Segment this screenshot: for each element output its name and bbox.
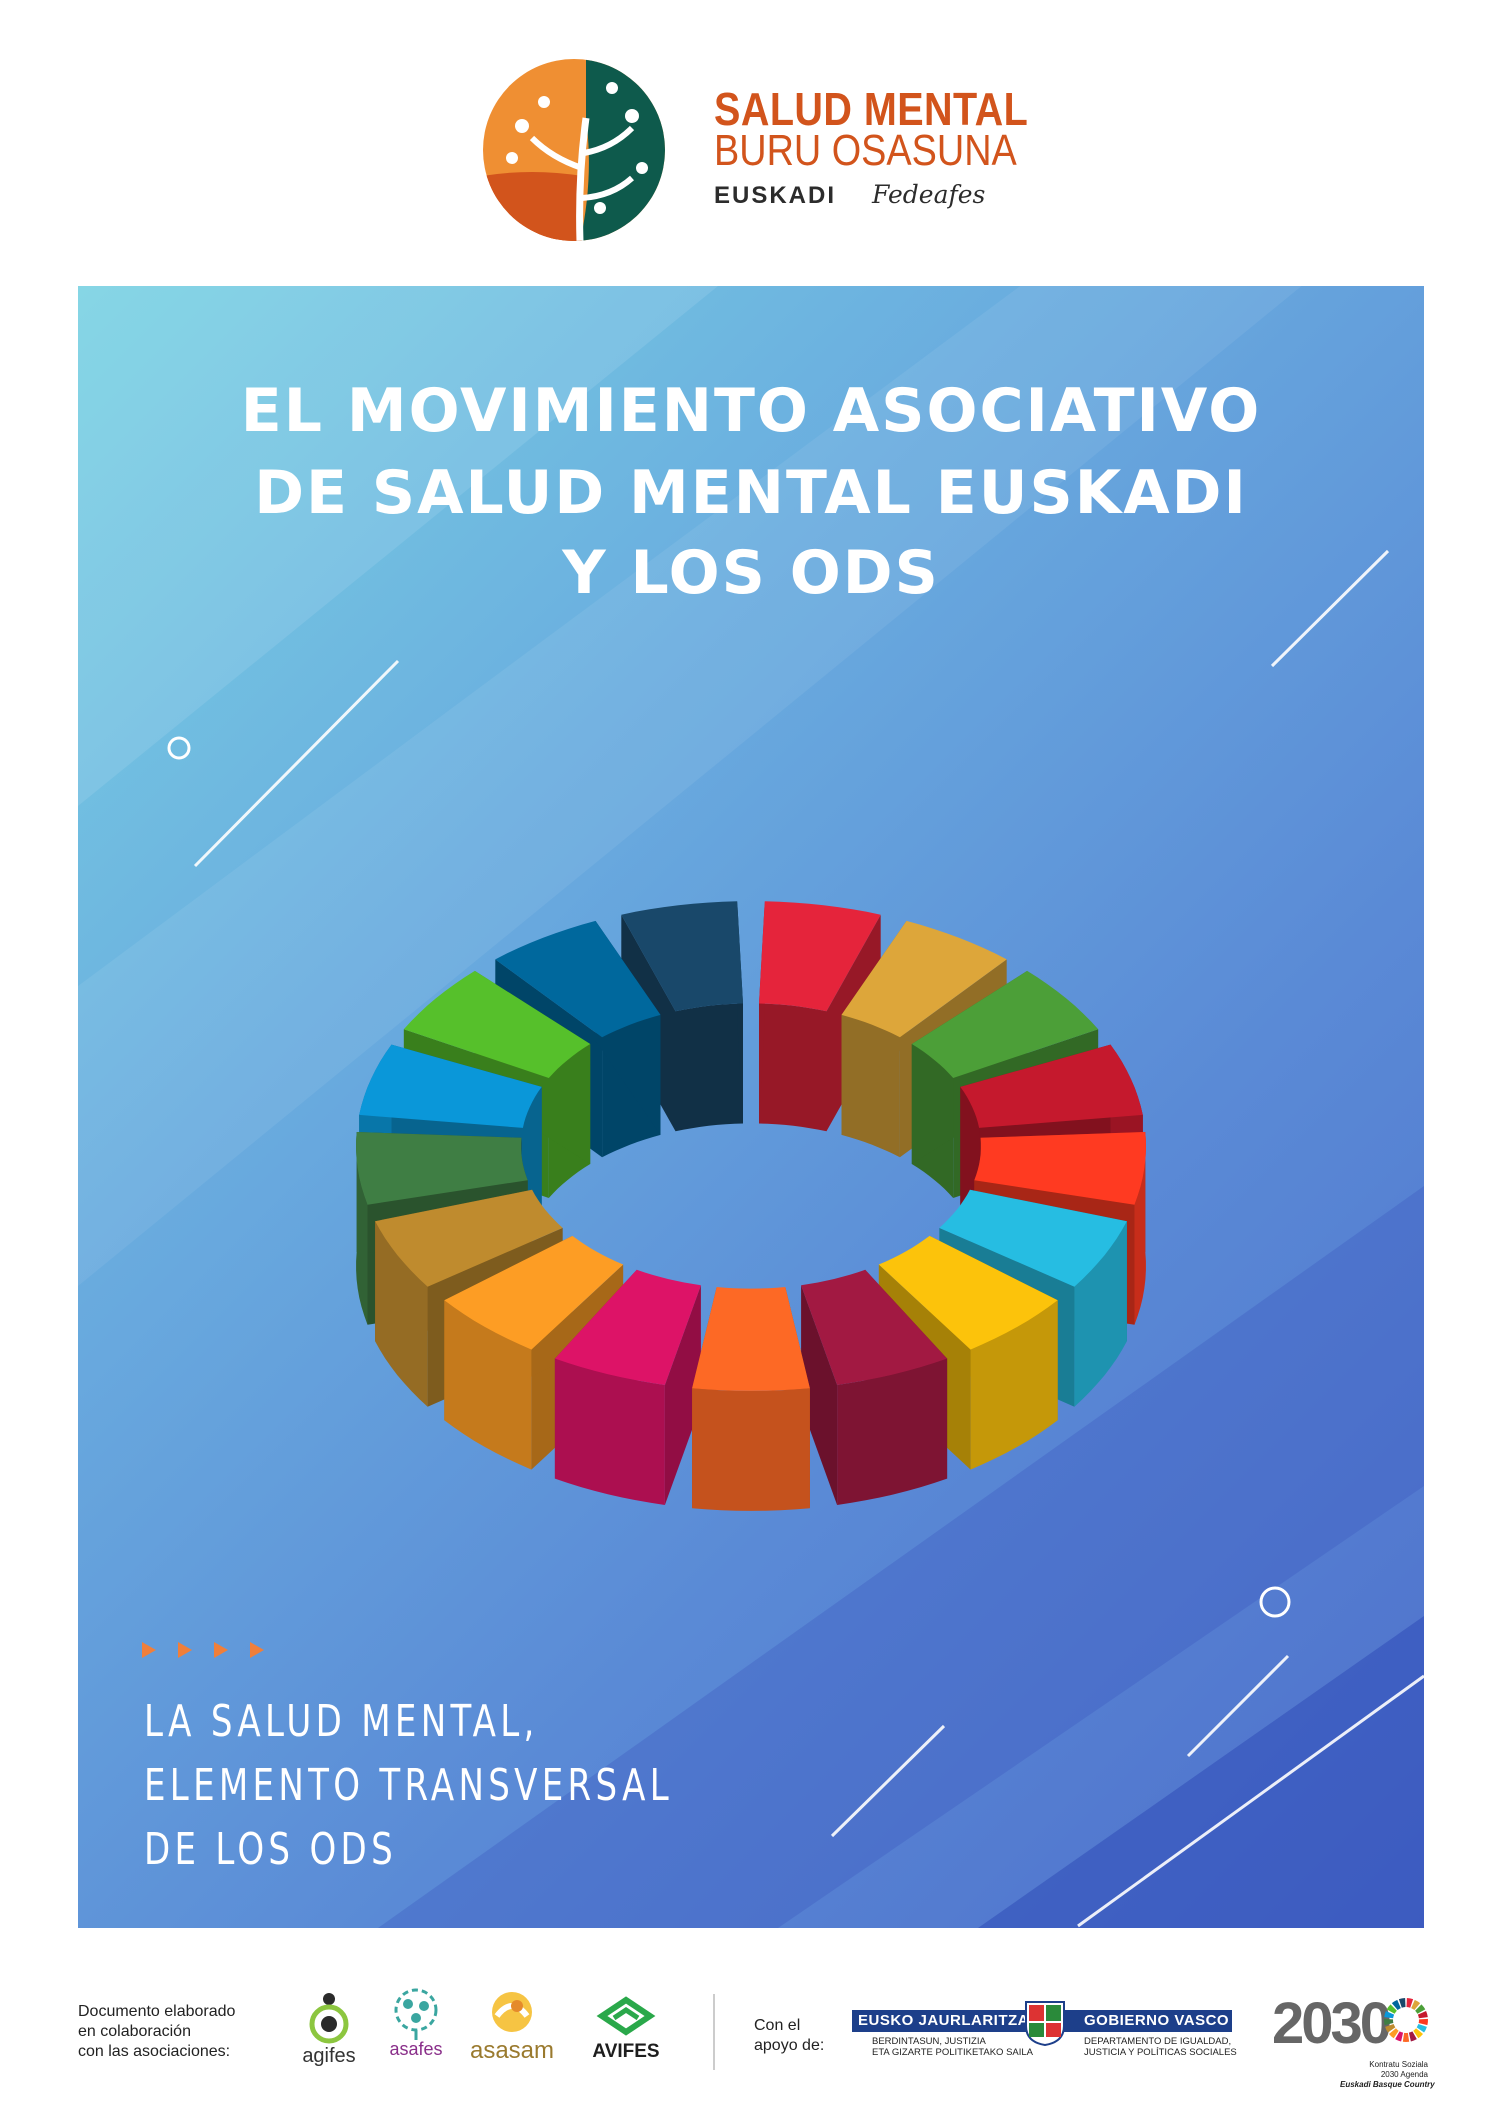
mini-ring-segment: [1385, 2024, 1396, 2033]
agenda-line2: 2030 Agenda: [1380, 2070, 1428, 2079]
mini-ring-segment: [1408, 2031, 1417, 2042]
agifes-icon: [309, 1993, 349, 2044]
mini-ring-segment: [1388, 2028, 1399, 2039]
decorative-arrows: [142, 1642, 286, 1663]
wheel-segment-outer-wall: [1074, 1221, 1127, 1407]
wheel-segment-top: [801, 1269, 948, 1385]
wheel-segment-inner-wall: [759, 1003, 827, 1132]
wheel-segment-top: [621, 901, 743, 1012]
wheel-segment-top: [939, 1189, 1127, 1287]
wheel-segment-outer-wall: [692, 1388, 810, 1511]
mini-ring-segment: [1384, 2010, 1395, 2019]
wheel-segment-outer-wall: [356, 1132, 368, 1325]
wheel-segment-outer-wall: [970, 1300, 1058, 1470]
wheel-segment-top: [403, 970, 591, 1078]
poster-panel: EL MOVIMIENTO ASOCIATIVO DE SALUD MENTAL…: [78, 286, 1424, 1928]
footer-separator: [713, 1994, 715, 2070]
mini-ring-segment: [1417, 2010, 1428, 2019]
asasam-logo: asasam: [466, 1990, 558, 2065]
collaboration-note: Documento elaborado en colaboración con …: [78, 2003, 236, 2060]
mini-ring-segment: [1418, 2018, 1428, 2026]
wheel-segment-top: [359, 1044, 542, 1128]
asafes-icon: [394, 1988, 438, 2040]
wheel-segment-top: [356, 1132, 528, 1205]
mini-ring-segment: [1415, 2004, 1426, 2014]
brand-region: EUSKADI: [714, 182, 837, 209]
arrow-icon: [142, 1642, 156, 1658]
mini-ring-segment: [1406, 1998, 1414, 2008]
avifes-icon: [596, 1996, 656, 2036]
wheel-segment-top: [759, 901, 881, 1012]
mini-ring-segment: [1391, 1999, 1401, 2011]
arrow-icon: [214, 1642, 228, 1658]
agenda-2030-sdg-ring-icon: [1384, 1998, 1428, 2042]
wheel-segment-top: [878, 1235, 1058, 1350]
asafes-logo: asafes: [380, 1984, 452, 2060]
wheel-segment-top: [960, 1044, 1143, 1128]
wheel-segment-top: [444, 1235, 624, 1350]
wheel-segment-outer-wall: [1134, 1132, 1146, 1325]
agenda-line1: Kontratu Soziala: [1369, 2060, 1428, 2069]
government-department-spanish: DEPARTAMENTO DE IGUALDAD, JUSTICIA Y POL…: [1084, 2036, 1237, 2058]
basque-coat-of-arms-icon: [1025, 2001, 1065, 2046]
arrow-icon: [250, 1642, 264, 1658]
wheel-segment-top: [974, 1132, 1146, 1205]
poster-title-line2: DE SALUD MENTAL EUSKADI: [254, 458, 1248, 528]
wheel-segment-top: [911, 970, 1099, 1078]
government-department-basque: BERDINTASUN, JUSTIZIA ETA GIZARTE POLITI…: [872, 2036, 1034, 2058]
wheel-segment-top: [841, 920, 1007, 1038]
mini-ring-segment: [1395, 2031, 1404, 2042]
wheel-segment-top: [375, 1189, 563, 1287]
wheel-segment-side: [801, 1285, 838, 1505]
avifes-logo: AVIFES: [586, 1994, 666, 2063]
poster-title-line3: Y LOS ODS: [562, 538, 940, 608]
wheel-segment-outer-wall: [837, 1358, 948, 1505]
mini-ring-segment: [1416, 2024, 1427, 2033]
brand-logo-icon: [483, 59, 665, 241]
mini-ring-segment: [1386, 2004, 1397, 2014]
poster-subtitle-line3: DE LOS ODS: [144, 1824, 397, 1875]
agenda-line3: Euskadi Basque Country: [1340, 2080, 1435, 2089]
poster-subtitle-line2: ELEMENTO TRANSVERSAL: [144, 1760, 673, 1811]
agifes-logo: agifes: [290, 1990, 368, 2068]
wheel-segment-inner-wall: [675, 1003, 743, 1132]
mini-ring-segment: [1384, 2018, 1394, 2026]
poster-background-decoration: [78, 286, 1424, 1928]
wheel-segment-top: [495, 920, 661, 1038]
wheel-segment-side: [664, 1285, 701, 1505]
arrow-icon: [178, 1642, 192, 1658]
wheel-segment-top: [554, 1269, 701, 1385]
mini-ring-segment: [1402, 2032, 1410, 2042]
mini-ring-segment: [1413, 2028, 1424, 2039]
brand-name-line1: SALUD MENTAL: [714, 83, 1029, 135]
sdg-wheel-illustration: [356, 901, 1146, 1511]
poster-title-line1: EL MOVIMIENTO ASOCIATIVO: [240, 376, 1262, 446]
agenda-2030-logo: 2030: [1272, 1991, 1392, 2056]
wheel-segment-outer-wall: [375, 1221, 428, 1407]
poster-subtitle-line1: LA SALUD MENTAL,: [144, 1696, 539, 1747]
mini-ring-segment: [1398, 1998, 1406, 2008]
government-name-spanish: GOBIERNO VASCO: [1084, 2012, 1230, 2029]
asasam-icon: [492, 1992, 532, 2032]
brand-name-line2: BURU OSASUNA: [714, 126, 1017, 175]
wheel-segment-top: [692, 1287, 810, 1391]
mini-ring-segment: [1411, 1999, 1421, 2011]
support-note: Con el apoyo de:: [754, 2017, 825, 2054]
brand-federation: Fedeafes: [872, 180, 986, 209]
wheel-segment-outer-wall: [554, 1358, 665, 1505]
wheel-segment-outer-wall: [444, 1300, 532, 1470]
government-name-basque: EUSKO JAURLARITZA: [858, 2012, 1030, 2029]
